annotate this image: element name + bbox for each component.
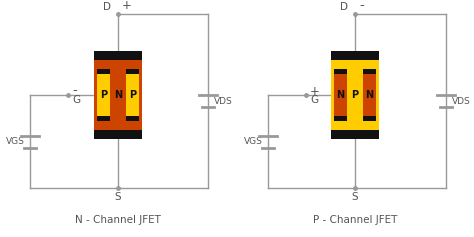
Text: -: - [359,0,364,12]
Text: N: N [365,90,374,100]
Text: S: S [352,192,358,202]
Text: D: D [340,2,348,12]
Bar [331,51,379,139]
Text: VGS: VGS [6,137,25,146]
Bar [334,116,347,121]
Text: P - Channel JFET: P - Channel JFET [313,215,397,225]
Text: N - Channel JFET: N - Channel JFET [75,215,161,225]
Bar [94,51,142,60]
Text: +: + [122,0,132,12]
Text: P: P [129,90,136,100]
Text: VGS: VGS [244,137,263,146]
Bar [97,69,110,74]
Bar [331,130,379,139]
Bar [363,69,376,121]
Bar [363,69,376,74]
Bar [94,130,142,139]
Text: P: P [100,90,107,100]
Bar [126,116,139,121]
Text: -: - [72,85,77,97]
Text: VDS: VDS [214,96,233,105]
Bar [126,69,139,121]
Bar [126,69,139,74]
Text: N: N [337,90,345,100]
Bar [331,51,379,60]
Bar [334,69,347,121]
Text: S: S [115,192,121,202]
Text: +: + [310,85,320,97]
Bar [363,116,376,121]
Bar [94,51,142,139]
Bar [97,116,110,121]
Text: P: P [351,90,358,100]
Text: N: N [114,90,122,100]
Text: G: G [72,95,80,105]
Bar [97,69,110,121]
Text: D: D [103,2,111,12]
Text: G: G [310,95,318,105]
Bar [334,69,347,74]
Text: VDS: VDS [452,96,471,105]
